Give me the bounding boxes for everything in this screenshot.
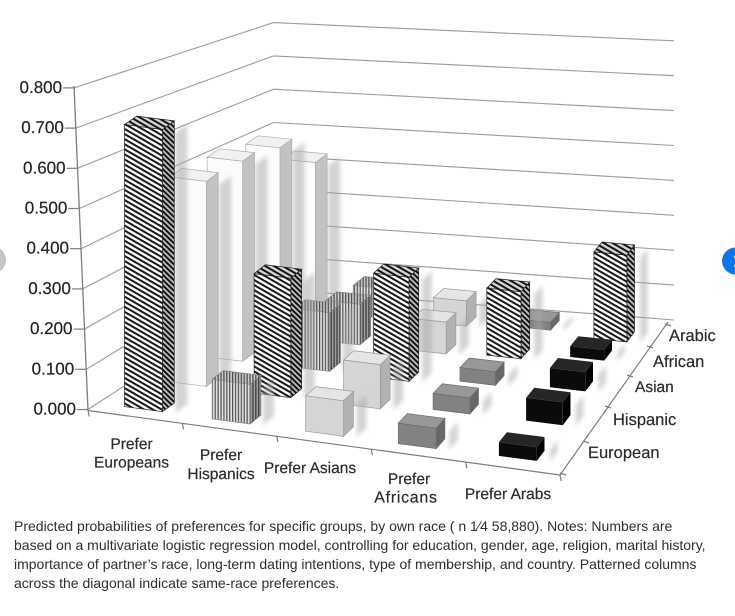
svg-text:0.200: 0.200	[30, 319, 73, 338]
svg-text:Asian: Asian	[635, 379, 674, 396]
svg-text:European: European	[588, 444, 660, 462]
svg-text:Prefer Arabs: Prefer Arabs	[465, 486, 551, 503]
svg-text:0.000: 0.000	[33, 400, 76, 419]
svg-text:Europeans: Europeans	[94, 455, 169, 472]
svg-text:Hispanic: Hispanic	[613, 411, 676, 429]
svg-text:0.500: 0.500	[25, 199, 68, 218]
svg-text:Africans: Africans	[374, 490, 437, 507]
svg-text:Prefer: Prefer	[110, 436, 152, 453]
svg-text:0.800: 0.800	[20, 78, 63, 97]
svg-text:0.100: 0.100	[32, 359, 75, 378]
svg-text:African: African	[653, 353, 704, 371]
svg-text:Arabic: Arabic	[669, 327, 716, 345]
svg-text:0.300: 0.300	[28, 279, 71, 298]
svg-text:Prefer: Prefer	[200, 447, 242, 464]
svg-text:Prefer Asians: Prefer Asians	[264, 460, 356, 477]
svg-text:Prefer: Prefer	[388, 471, 430, 488]
svg-text:0.600: 0.600	[23, 158, 66, 177]
svg-text:0.700: 0.700	[21, 118, 64, 137]
svg-text:0.400: 0.400	[26, 239, 69, 258]
svg-text:Hispanics: Hispanics	[187, 466, 254, 483]
